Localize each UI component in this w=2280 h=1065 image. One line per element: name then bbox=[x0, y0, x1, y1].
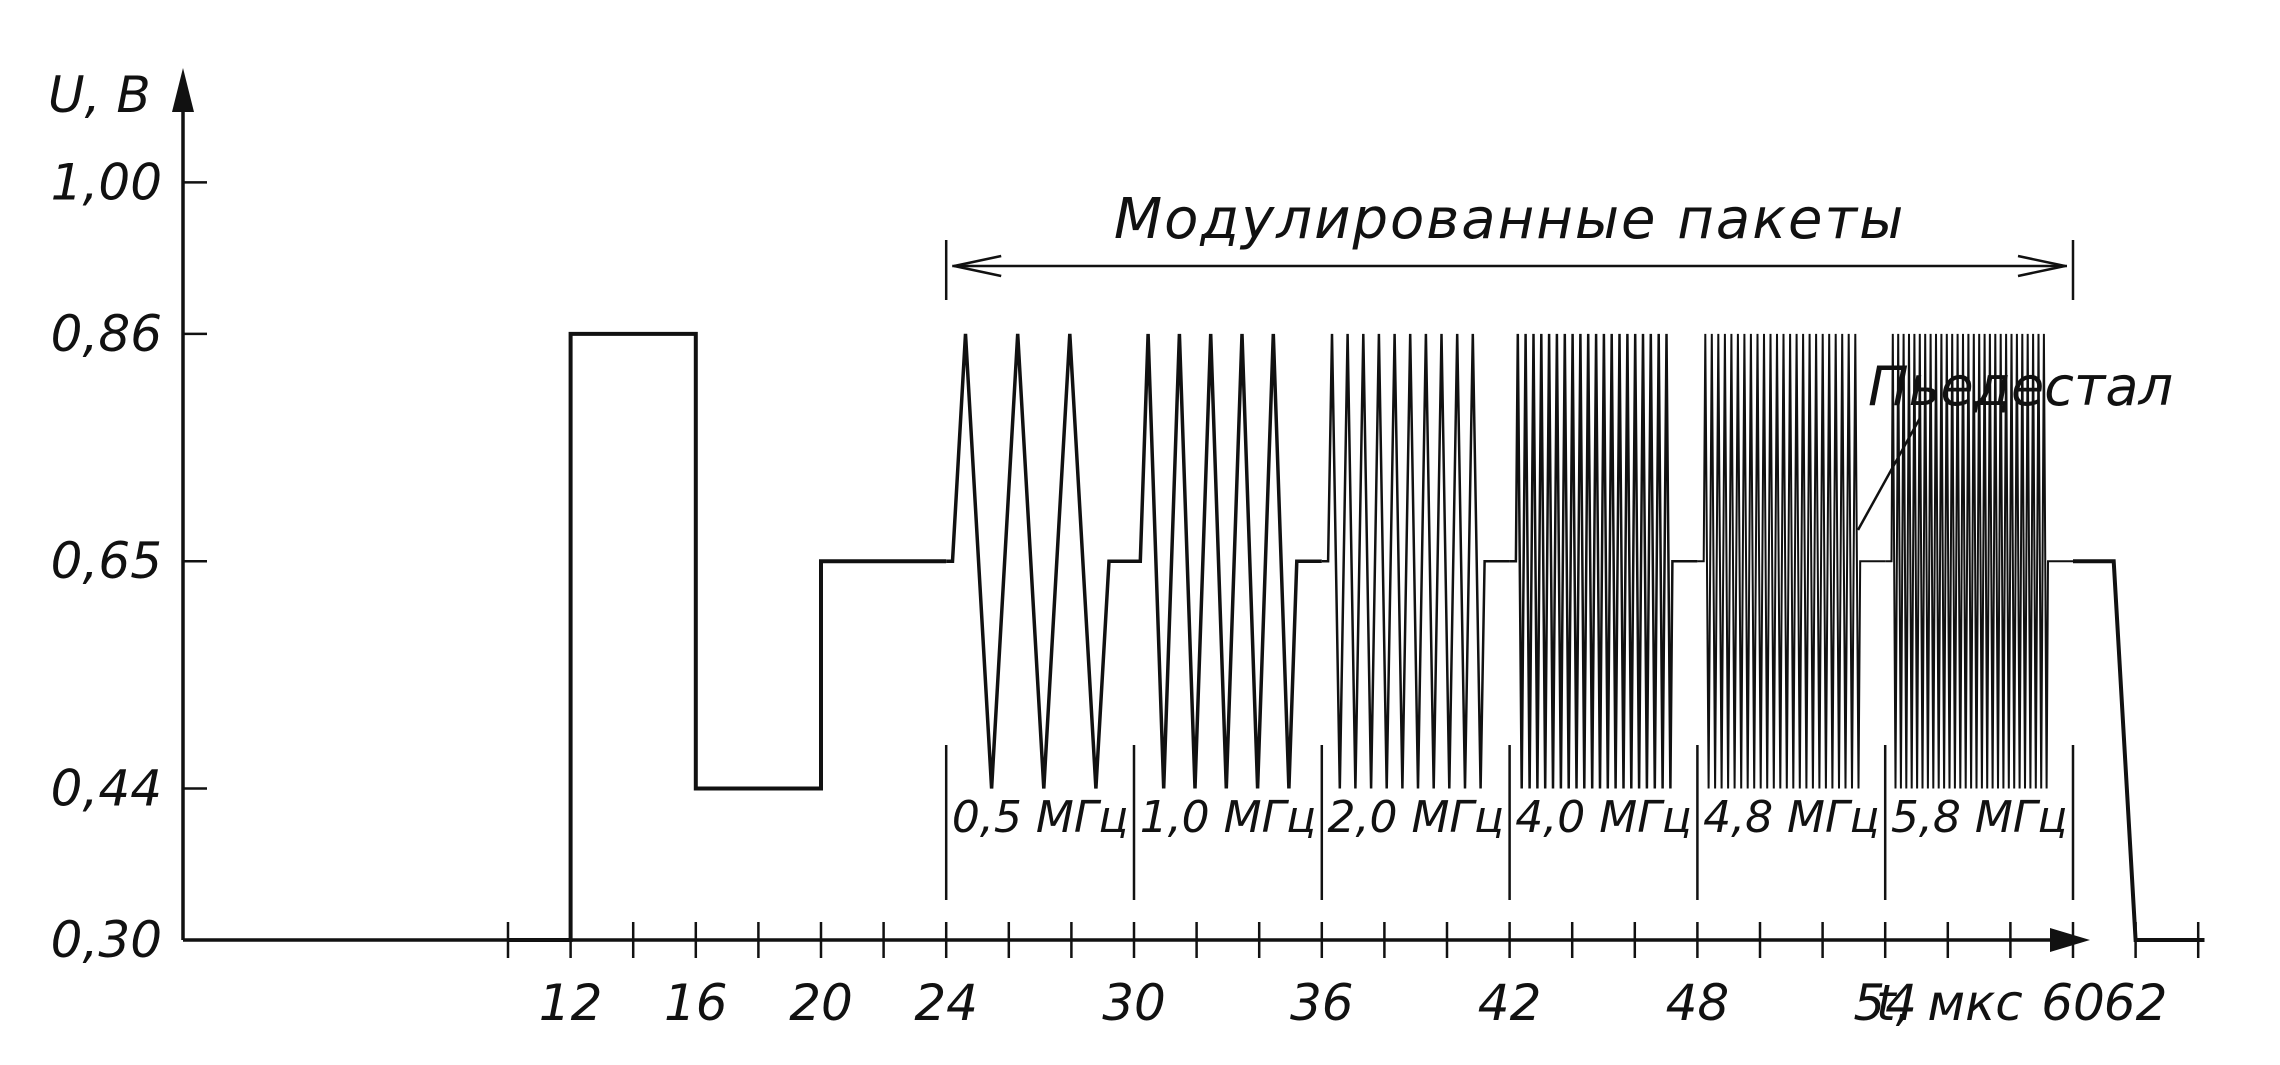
packet-wave bbox=[1885, 333, 2073, 789]
x-axis-arrow bbox=[2050, 928, 2090, 952]
packet-6: 5,8 МГц bbox=[1883, 333, 2075, 900]
pedestal-label: Пьедестал bbox=[1868, 355, 2173, 418]
x-tick-label: 42 bbox=[1478, 974, 1542, 1032]
y-tick-label: 0,44 bbox=[51, 759, 162, 817]
packet-wave bbox=[1697, 333, 1886, 789]
pedestal-line bbox=[2073, 559, 2205, 942]
y-axis-label: U, В bbox=[48, 66, 151, 124]
annotation-arrow-left bbox=[953, 254, 1002, 278]
packet-frequency-label: 5,8 МГц bbox=[1891, 792, 2067, 843]
y-tick-label: 1,00 bbox=[51, 153, 162, 211]
packet-wave bbox=[1321, 333, 1510, 789]
x-tick-label: 12 bbox=[539, 974, 603, 1032]
x-tick-label: 54 bbox=[1853, 974, 1917, 1032]
y-tick-label: 0,86 bbox=[51, 305, 162, 363]
x-tick-label: 24 bbox=[914, 974, 978, 1032]
packet-4: 4,0 МГц bbox=[1508, 333, 1698, 900]
annotation-arrow-right bbox=[2017, 254, 2066, 278]
packet-frequency-label: 4,8 МГц bbox=[1703, 792, 1879, 843]
packet-frequency-label: 2,0 МГц bbox=[1328, 792, 1504, 843]
packet-wave bbox=[946, 333, 1134, 789]
pedestal-leader-line bbox=[1856, 417, 1922, 531]
x-tick-label: 16 bbox=[664, 974, 728, 1032]
x-tick-label: 60 bbox=[2041, 974, 2105, 1032]
x-tick-label: 20 bbox=[789, 974, 853, 1032]
signal-series: 0,5 МГц 1,0 МГц 2,0 МГц 4,0 МГц 4,8 МГц 5,8 М… bbox=[508, 331, 2205, 942]
x-tick-label: 48 bbox=[1666, 974, 1730, 1032]
x-axis-label: t, мкс bbox=[1876, 974, 2023, 1032]
packet-5: 4,8 МГц bbox=[1696, 333, 1886, 900]
packet-wave bbox=[1134, 333, 1322, 789]
y-axis-arrow bbox=[172, 68, 194, 112]
packets-annotation: Модулированные пакеты Пьедестал bbox=[944, 187, 2173, 531]
packet-frequency-label: 1,0 МГц bbox=[1140, 792, 1316, 843]
packet-frequency-label: 4,0 МГц bbox=[1515, 792, 1691, 843]
packet-wave bbox=[1509, 333, 1698, 789]
y-tick-label: 0,30 bbox=[51, 911, 162, 969]
x-tick-label: 36 bbox=[1290, 974, 1354, 1032]
y-ticks: 0,30 0,44 0,65 0,86 1,00 bbox=[51, 153, 207, 969]
step-signal-line bbox=[508, 331, 947, 942]
packet-3: 2,0 МГц bbox=[1320, 333, 1510, 900]
annotation-text: Модулированные пакеты bbox=[1114, 187, 1906, 252]
packet-frequency-label: 0,5 МГц bbox=[952, 792, 1128, 843]
x-tick-label: 62 bbox=[2104, 974, 2168, 1032]
packet-2: 1,0 МГц bbox=[1132, 333, 1322, 900]
x-tick-label: 30 bbox=[1102, 974, 1166, 1032]
packet-1: 0,5 МГц bbox=[944, 333, 1134, 900]
y-tick-label: 0,65 bbox=[51, 532, 162, 590]
